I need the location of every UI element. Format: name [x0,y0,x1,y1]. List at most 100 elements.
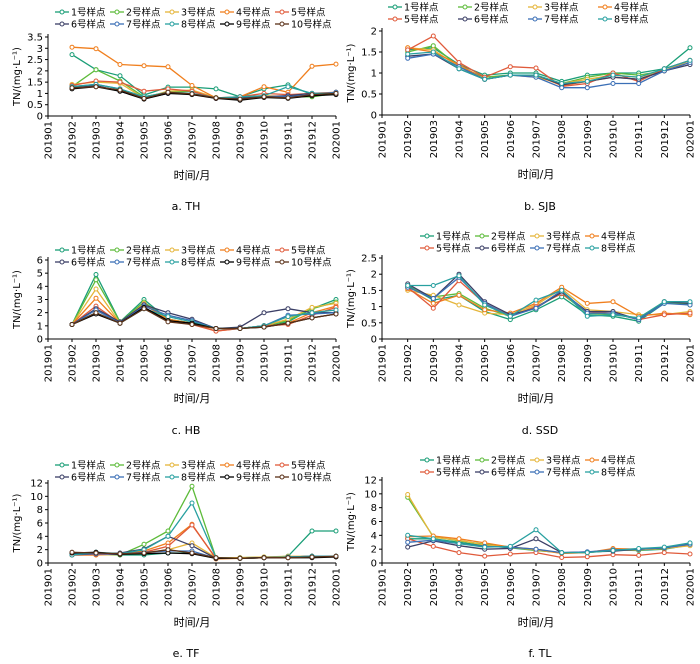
data-point [661,544,667,550]
x-tick-label: 201910 [260,568,271,606]
data-point [189,322,195,327]
data-point [213,95,219,101]
legend-label: 6号样点 [474,14,509,26]
data-point [584,554,590,560]
y-tick-label: 2 [37,545,43,556]
legend-swatch-marker [279,462,285,468]
x-tick-label: 201909 [236,344,247,382]
legend-swatch-marker [532,4,538,10]
panel-caption: d. SSD [522,424,558,437]
y-tick-label: 2 [37,308,43,319]
x-tick-label: 201910 [609,344,620,382]
x-axis-title: 时间/月 [518,616,555,629]
x-tick-label: 201904 [455,568,466,606]
legend-label: 1号样点 [71,245,106,257]
x-tick-label: 201908 [557,568,568,606]
panel-caption: f. TL [529,647,553,660]
data-point [559,555,565,560]
y-tick-label: 4 [37,532,43,543]
y-tick-label: 1 [371,302,377,313]
data-point [309,554,315,560]
y-tick-label: 0 [37,559,43,570]
x-tick-label: 201902 [403,120,414,158]
legend-label: 6号样点 [491,467,526,479]
y-tick-label: 4 [37,282,43,293]
x-tick-label: 201907 [532,568,543,606]
y-tick-label: 12 [30,479,43,490]
x-tick-label: 201903 [429,120,440,158]
data-point [559,85,565,91]
legend-label: 6号样点 [491,243,526,255]
series-line-3 [71,287,337,330]
x-tick-label: 201904 [455,344,466,382]
data-point [285,95,291,101]
data-point [237,96,243,102]
data-point [456,302,462,308]
data-point [405,51,411,57]
data-point [584,550,590,556]
series-line-5 [71,80,337,100]
legend-label: 5号样点 [291,7,326,19]
legend-swatch-marker [59,462,65,468]
data-point [285,555,291,561]
data-point [237,326,243,331]
data-point [430,296,436,301]
legend-label: 10号样点 [291,257,332,269]
data-point [189,483,195,489]
data-point [533,297,539,303]
data-point [309,528,315,534]
legend-swatch-marker [479,245,485,251]
legend-item: 6号样点 [55,257,106,269]
legend-label: 8号样点 [181,19,216,31]
chart-panel-5: 0 2 4 6 8 10 12 201901 201902 201903 201904 201905 2… [346,455,697,661]
legend-item: 4号样点 [220,460,271,472]
y-tick-label: 0.5 [27,100,43,111]
data-point [285,306,291,312]
legend-item: 9号样点 [220,19,271,31]
data-point [610,548,616,553]
legend-swatch-marker [534,233,540,239]
data-point [333,90,339,96]
data-point [189,83,195,88]
data-point [636,74,642,80]
data-point [456,536,462,542]
data-point [117,320,123,326]
legend-swatch-marker [224,474,230,480]
legend-swatch-marker [424,469,430,475]
data-point [213,326,219,331]
x-tick-label: 201909 [236,568,247,606]
x-tick-label: 201911 [634,344,645,382]
legend-swatch-marker [534,245,540,251]
legend-swatch-marker [114,259,120,265]
data-point [189,543,195,549]
data-point [93,286,99,292]
x-tick-label: 201906 [506,120,517,158]
legend-swatch-marker [224,462,230,468]
x-tick-label: 201902 [403,568,414,606]
x-tick-label: 201902 [68,568,79,606]
x-tick-label: 202001 [686,344,697,382]
data-point [430,300,436,306]
series-line-8 [407,528,691,554]
data-point [507,64,513,70]
data-point [117,62,123,67]
data-point [405,544,411,550]
legend-label: 2号样点 [491,231,526,243]
data-point [93,46,99,52]
x-tick-label: 201907 [188,344,199,382]
series-line-10 [71,307,337,330]
data-point [309,315,315,321]
legend-item: 6号样点 [458,14,509,26]
y-tick-label: 8 [37,505,43,516]
x-tick-label: 201909 [583,120,594,158]
legend-label: 8号样点 [601,467,636,479]
legend-swatch-marker [392,16,398,22]
data-point [533,72,539,78]
x-tick-label: 201902 [403,344,414,382]
data-point [636,552,642,558]
legend-swatch-marker [602,4,608,10]
legend-swatch-marker [169,247,175,253]
x-tick-label: 201905 [140,568,151,606]
legend-swatch-marker [224,9,230,15]
legend-swatch-marker [169,21,175,27]
